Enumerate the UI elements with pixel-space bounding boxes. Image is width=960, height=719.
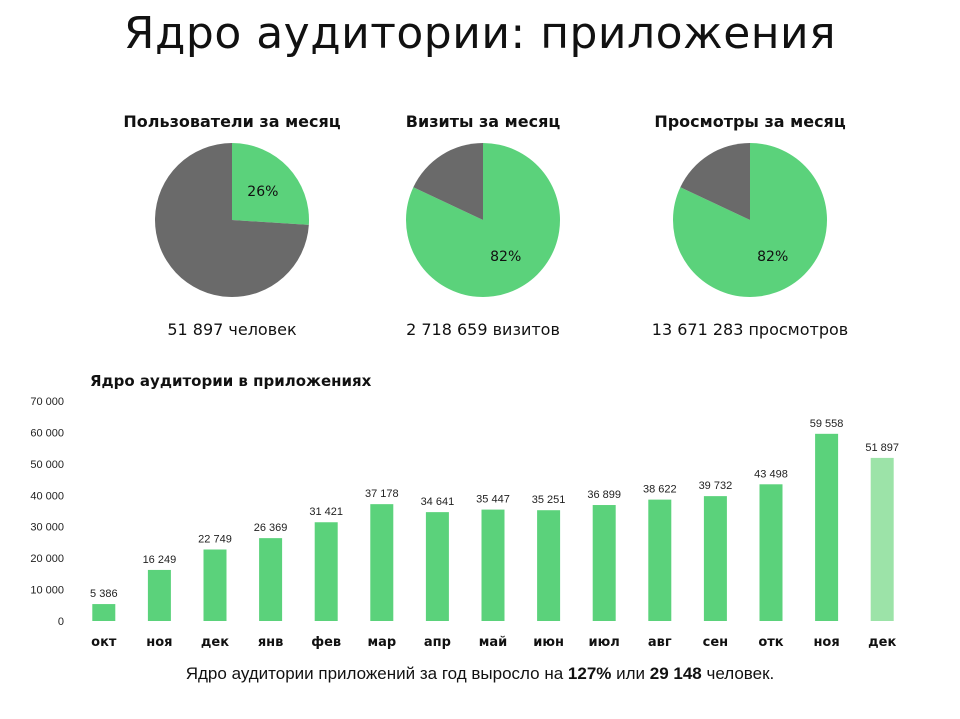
pie-users-chart: 26% xyxy=(154,143,309,297)
bar xyxy=(203,549,227,621)
bar xyxy=(314,522,338,621)
footer-text-3: человек. xyxy=(701,664,775,683)
pie-views-title: Просмотры за месяц xyxy=(654,112,846,131)
bar xyxy=(648,499,672,621)
x-category-label: мар xyxy=(367,635,396,650)
bar xyxy=(425,512,449,621)
bar-chart-title: Ядро аудитории в приложениях xyxy=(90,372,372,390)
bar xyxy=(592,505,616,621)
summary-footer: Ядро аудитории приложений за год выросло… xyxy=(0,664,960,684)
pie-visits: Визиты за месяц 82% 2 718 659 визитов xyxy=(353,110,613,339)
pie-views: Просмотры за месяц 82% 13 671 283 просмо… xyxy=(620,110,880,339)
y-tick-label: 0 xyxy=(58,616,64,628)
pie-slice-label: 82% xyxy=(490,249,521,265)
bar-value-label: 35 251 xyxy=(532,494,566,506)
bar-value-label: 38 622 xyxy=(643,484,677,496)
bar xyxy=(815,433,839,621)
pie-visits-caption: 2 718 659 визитов xyxy=(406,320,560,339)
bar xyxy=(703,496,727,621)
bar-value-label: 37 178 xyxy=(365,488,399,500)
bar-value-label: 36 899 xyxy=(587,489,621,501)
x-category-label: дек xyxy=(201,635,229,650)
x-category-label: май xyxy=(479,635,508,650)
x-category-label: окт xyxy=(91,635,117,650)
pie-views-caption: 13 671 283 просмотров xyxy=(651,320,849,339)
x-category-label: ноя xyxy=(146,635,172,650)
x-category-label: фев xyxy=(311,635,341,650)
footer-text-2: или xyxy=(611,664,650,683)
bar xyxy=(370,504,394,621)
y-tick-label: 40 000 xyxy=(30,490,64,502)
x-category-label: авг xyxy=(648,635,672,650)
bar xyxy=(147,569,171,621)
pie-users-caption: 51 897 человек xyxy=(167,320,297,339)
bar xyxy=(259,538,283,621)
bar-value-label: 59 558 xyxy=(810,418,844,430)
y-tick-label: 20 000 xyxy=(30,553,64,565)
x-category-label: апр xyxy=(424,635,451,650)
pie-users-title: Пользователи за месяц xyxy=(123,112,341,131)
x-category-label: июл xyxy=(589,635,620,650)
bar xyxy=(870,457,894,621)
pie-users: Пользователи за месяц 26% 51 897 человек xyxy=(102,110,362,339)
bar-chart-plot: 0 10 000 20 000 30 000 40 000 50 000 60 000 70 … xyxy=(30,396,899,650)
bar-value-label: 35 447 xyxy=(476,494,510,506)
pie-slice xyxy=(413,143,483,220)
bar-value-label: 5 386 xyxy=(90,588,118,600)
x-category-label: дек xyxy=(868,635,896,650)
footer-percent: 127% xyxy=(567,664,612,683)
bar-value-label: 39 732 xyxy=(699,480,733,492)
footer-text-1: Ядро аудитории приложений за год выросло… xyxy=(185,664,568,683)
y-tick-label: 50 000 xyxy=(30,459,64,471)
pie-views-chart: 82% xyxy=(673,143,827,297)
y-tick-label: 60 000 xyxy=(30,427,64,439)
x-category-label: ноя xyxy=(813,635,839,650)
bar-value-label: 43 498 xyxy=(754,468,788,480)
pie-slice xyxy=(680,143,750,220)
bar xyxy=(537,510,561,621)
bar-value-label: 34 641 xyxy=(421,496,455,508)
y-tick-label: 30 000 xyxy=(30,522,64,534)
y-tick-label: 10 000 xyxy=(30,585,64,597)
page-title: Ядро аудитории: приложения xyxy=(123,8,837,59)
bar xyxy=(92,604,116,621)
pie-visits-chart: 82% xyxy=(406,143,560,297)
bar xyxy=(759,484,783,621)
bar-value-label: 16 249 xyxy=(143,554,177,566)
bar-value-label: 51 897 xyxy=(865,442,899,454)
x-category-label: янв xyxy=(258,635,284,650)
x-category-label: июн xyxy=(533,635,564,650)
bar-chart: Ядро аудитории в приложениях 0 10 000 20 0… xyxy=(0,370,960,690)
pie-slice xyxy=(232,143,309,225)
bar-value-label: 31 421 xyxy=(309,506,343,518)
bar xyxy=(481,509,505,621)
pie-slice-label: 26% xyxy=(247,184,278,200)
bar-value-label: 26 369 xyxy=(254,522,288,534)
pie-slice xyxy=(154,143,309,297)
y-tick-label: 70 000 xyxy=(30,396,64,408)
pie-visits-title: Визиты за месяц xyxy=(405,112,561,131)
bar-value-label: 22 749 xyxy=(198,534,232,546)
x-category-label: сен xyxy=(703,635,729,650)
pie-slice-label: 82% xyxy=(757,249,788,265)
x-category-label: отк xyxy=(758,635,783,650)
footer-number: 29 148 xyxy=(649,664,702,683)
